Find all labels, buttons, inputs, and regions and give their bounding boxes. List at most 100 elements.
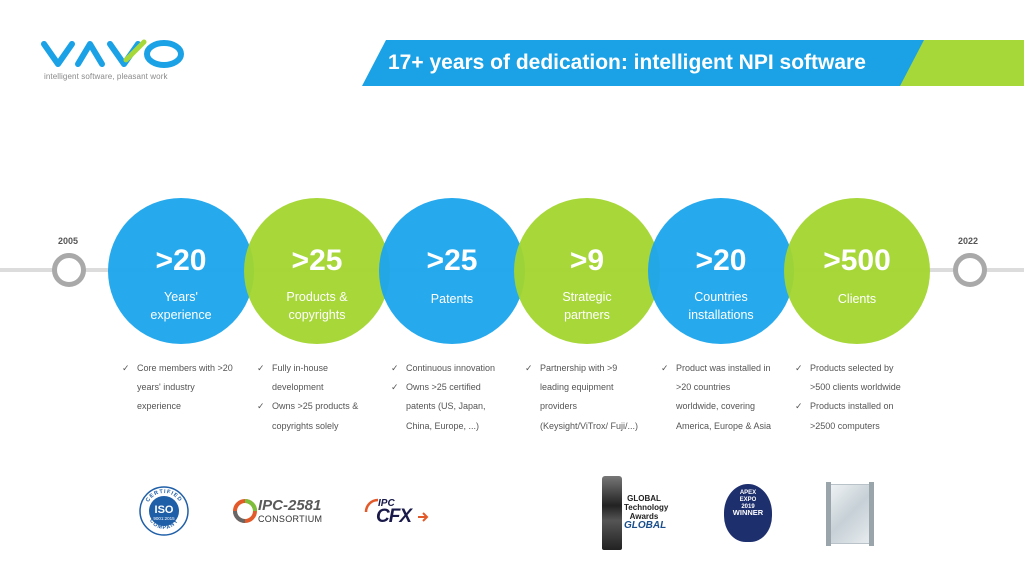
ipc-2581-title: IPC-2581 <box>258 497 322 514</box>
stat-label-line: experience <box>150 308 212 322</box>
stat-circle-patents: >25 Patents <box>379 198 525 344</box>
detail-bullet: ✓ Partnership with >9 leading equipment … <box>525 359 653 436</box>
stat-label-line: Patents <box>430 292 474 306</box>
stat-value: >25 <box>426 244 478 277</box>
global-tech-award-text: GLOBAL Technology Awards <box>624 494 669 521</box>
detail-line: providers <box>540 401 578 412</box>
stat-value: >500 <box>823 244 891 277</box>
check-icon: ✓ <box>257 363 265 373</box>
stat-label-line: partners <box>564 308 610 322</box>
ipc-2581-icon <box>233 499 257 523</box>
detail-line: Owns >25 certified <box>406 382 481 393</box>
stat-label: Patents <box>393 290 511 308</box>
timeline-start-year: 2005 <box>58 236 79 246</box>
detail-line: development <box>272 382 324 393</box>
detail-column-partners: ✓ Partnership with >9 leading equipment … <box>525 359 653 436</box>
timeline-start-marker <box>52 253 86 287</box>
detail-line: years' industry <box>137 382 195 393</box>
detail-line: Continuous innovation <box>406 363 496 373</box>
stat-label: Products & copyrights <box>258 288 376 324</box>
detail-column-products: ✓ Fully in-house development ✓ Owns >25 … <box>257 359 385 436</box>
apex-expo-text: APEX EXPO 2019 <box>720 490 776 511</box>
ipc-cfx-logo: IPC CFX <box>362 496 432 530</box>
detail-line: (Keysight/ViTrox/ Fuji/...) <box>540 420 639 431</box>
global-technology-award: GLOBAL Technology Awards GLOBAL <box>598 474 668 550</box>
glass-slab <box>830 484 870 544</box>
stat-label-line: Years' <box>164 290 198 304</box>
stat-label-line: installations <box>688 308 754 322</box>
award-line: GLOBAL <box>627 494 661 503</box>
detail-bullet: ✓ Owns >25 products & copyrights solely <box>257 397 385 435</box>
stat-value: >9 <box>569 244 605 277</box>
detail-line: worldwide, covering <box>676 401 756 412</box>
detail-line: China, Europe, ...) <box>406 420 480 431</box>
glass-post-right <box>869 482 874 546</box>
page-title: 17+ years of dedication: intelligent NPI… <box>388 51 866 74</box>
ipc-2581-consortium-logo: IPC-2581 CONSORTIUM <box>233 497 323 527</box>
award-line: Technology <box>624 503 669 512</box>
detail-line: >2500 computers <box>810 420 880 431</box>
stat-circle-clients: >500 Clients <box>784 198 930 344</box>
detail-column-patents: ✓ Continuous innovation ✓ Owns >25 certi… <box>391 359 519 436</box>
stat-label-line: Countries <box>694 290 748 304</box>
check-icon: ✓ <box>795 401 803 412</box>
check-icon: ✓ <box>795 363 803 373</box>
detail-bullet: ✓ Core members with >20 years' industry … <box>122 359 250 417</box>
apex-year: 2019 <box>741 504 755 510</box>
stat-label: Strategic partners <box>528 288 646 324</box>
stat-label: Years' experience <box>122 288 240 324</box>
iso-certified-logo: CERTIFIED COMPANY ISO 9001:2015 <box>139 486 189 536</box>
ipc-cfx-main: CFX <box>376 506 412 527</box>
vayo-logo <box>40 38 190 88</box>
detail-bullet: ✓ Products installed on >2500 computers <box>795 397 925 435</box>
detail-line: Owns >25 products & <box>272 401 359 412</box>
stat-circle-countries: >20 Countries installations <box>648 198 794 344</box>
detail-bullet: ✓ Continuous innovation <box>391 359 519 378</box>
detail-line: copyrights solely <box>272 420 339 431</box>
ipc-cfx-icon <box>364 498 379 513</box>
winner-label: WINNER <box>732 508 764 517</box>
detail-line: Partnership with >9 <box>540 363 618 373</box>
apex-expo-winner-badge: APEX EXPO 2019 WINNER <box>720 480 776 546</box>
detail-line: Products selected by <box>810 363 894 373</box>
stat-label-line: Strategic <box>562 290 612 304</box>
glass-post-left <box>826 482 831 546</box>
stat-circle-partners: >9 Strategic partners <box>514 198 660 344</box>
stat-value: >20 <box>695 244 747 277</box>
detail-line: >20 countries <box>676 382 731 393</box>
detail-column-countries: ✓ Product was installed in >20 countries… <box>661 359 791 436</box>
trophy-icon <box>602 476 622 550</box>
iso-label: ISO <box>155 504 174 516</box>
detail-bullet: ✓ Products selected by >500 clients worl… <box>795 359 925 397</box>
brand-tagline: intelligent software, pleasant work <box>44 72 168 81</box>
stat-label-line: Clients <box>837 292 877 306</box>
stat-label: Clients <box>798 290 916 308</box>
detail-bullet: ✓ Owns >25 certified patents (US, Japan,… <box>391 378 519 436</box>
apex-line: APEX <box>739 490 757 496</box>
detail-line: Core members with >20 <box>137 363 233 373</box>
glass-award-trophy <box>826 482 876 546</box>
apex-line: EXPO <box>739 497 757 503</box>
stat-circle-products: >25 Products & copyrights <box>244 198 390 344</box>
check-icon: ✓ <box>391 382 399 393</box>
detail-line: Product was installed in <box>676 363 771 373</box>
detail-line: Fully in-house <box>272 363 329 373</box>
award-line: Awards <box>629 512 659 521</box>
ipc-cfx-top: IPC <box>378 498 395 509</box>
check-icon: ✓ <box>122 363 130 373</box>
iso-standard: 9001:2015 <box>153 516 175 521</box>
check-icon: ✓ <box>525 363 533 373</box>
stat-value: >25 <box>291 244 343 277</box>
arrow-icon <box>418 512 429 522</box>
stat-label-line: Products & <box>286 290 348 304</box>
stat-label: Countries installations <box>662 288 780 324</box>
detail-line: >500 clients worldwide <box>810 382 901 393</box>
stat-value: >20 <box>155 244 207 277</box>
ipc-2581-subtitle: CONSORTIUM <box>258 514 323 524</box>
detail-bullet: ✓ Fully in-house development <box>257 359 385 397</box>
detail-bullet: ✓ Product was installed in >20 countries… <box>661 359 791 436</box>
stat-circle-experience: >20 Years' experience <box>108 198 254 344</box>
badge-shape <box>724 484 772 542</box>
timeline-end-marker <box>953 253 987 287</box>
detail-line: America, Europe & Asia <box>676 420 772 431</box>
